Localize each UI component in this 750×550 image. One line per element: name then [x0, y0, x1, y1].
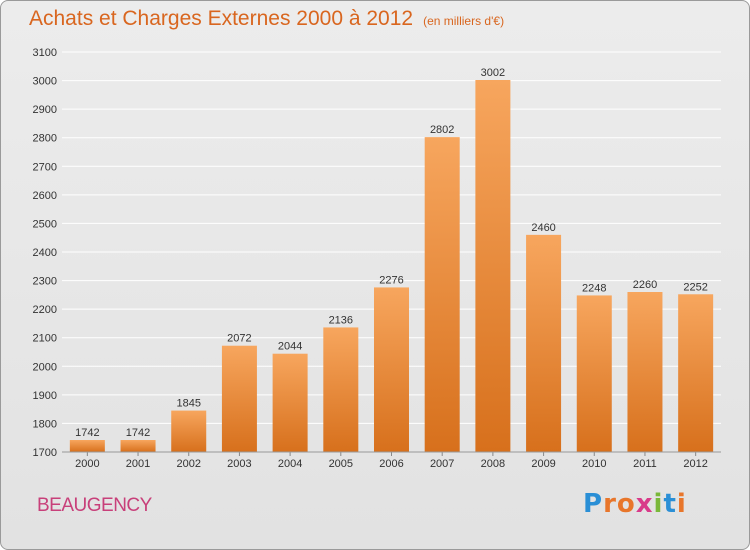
y-tick-label: 2400	[33, 247, 57, 259]
logo-letter: t	[663, 489, 677, 519]
x-tick-label: 2010	[582, 458, 606, 470]
chart-title-block: Achats et Charges Externes 2000 à 2012 (e…	[29, 7, 504, 31]
y-tick-label: 3100	[33, 47, 57, 59]
data-label: 2802	[430, 124, 454, 136]
bar-2005	[323, 327, 359, 452]
y-tick-label: 1900	[33, 390, 57, 402]
bar-2003	[221, 345, 257, 452]
logo-letter: r	[603, 489, 617, 519]
y-axis-ticks: 1700 1800 1900 2000 2100 2200 2300 2400 2500 2600…	[33, 47, 57, 459]
data-label: 2136	[329, 314, 353, 326]
logo-letter: i	[676, 489, 687, 519]
chart-title: Achats et Charges Externes 2000 à 2012	[29, 7, 414, 30]
bars	[69, 80, 714, 452]
x-tick-label: 2000	[75, 458, 99, 470]
y-tick-label: 2700	[33, 161, 57, 173]
x-axis-ticks: 2000 2001 2002 2003 2004 2005 2006 2007 2008 2009…	[75, 452, 708, 470]
bar-2002	[171, 410, 207, 452]
data-label: 2248	[582, 282, 606, 294]
y-tick-label: 2500	[33, 218, 57, 230]
y-tick-label: 2100	[33, 333, 57, 345]
x-tick-label: 2011	[633, 458, 657, 470]
data-labels: 1742 1742 1845 2072 2044 2136 2276 2802 3002 2460…	[75, 67, 708, 439]
bar-2006	[374, 287, 409, 452]
y-tick-label: 2000	[33, 361, 57, 373]
x-tick-label: 2006	[379, 458, 403, 470]
bar-2000	[69, 440, 105, 452]
chart-subtitle: (en milliers d'€)	[423, 14, 505, 28]
data-label: 2260	[633, 279, 657, 291]
logo-letter: x	[635, 489, 654, 519]
x-tick-label: 2012	[683, 458, 707, 470]
data-label: 2252	[683, 281, 707, 293]
bar-2008	[475, 80, 511, 452]
data-label: 2460	[531, 222, 555, 234]
x-tick-label: 2005	[329, 458, 353, 470]
bar-2011	[627, 292, 663, 452]
logo-letter: i	[653, 489, 664, 519]
y-tick-label: 2900	[33, 104, 57, 116]
y-tick-label: 3000	[33, 76, 57, 88]
y-tick-label: 2600	[33, 190, 57, 202]
y-tick-label: 2200	[33, 304, 57, 316]
x-tick-label: 2008	[481, 458, 505, 470]
x-tick-label: 2002	[176, 458, 200, 470]
data-label: 3002	[481, 67, 505, 79]
y-tick-label: 2300	[33, 276, 57, 288]
data-label: 2276	[379, 274, 403, 286]
bar-2001	[120, 440, 156, 452]
bar-2010	[576, 295, 612, 452]
y-tick-label: 1800	[33, 418, 57, 430]
x-tick-label: 2007	[430, 458, 454, 470]
x-tick-label: 2003	[227, 458, 251, 470]
data-label: 1845	[176, 398, 200, 410]
proxiti-logo: Proxiti	[583, 489, 687, 519]
data-label: 1742	[75, 427, 99, 439]
bar-2012	[678, 294, 714, 452]
bar-2009	[526, 234, 562, 452]
x-tick-label: 2001	[126, 458, 150, 470]
logo-letter: o	[616, 489, 636, 519]
bar-2004	[272, 353, 308, 452]
x-tick-label: 2004	[278, 458, 302, 470]
y-tick-label: 2800	[33, 133, 57, 145]
data-label: 1742	[126, 427, 150, 439]
data-label: 2044	[278, 341, 302, 353]
bar-2007	[424, 137, 460, 452]
y-tick-label: 1700	[33, 447, 57, 459]
logo-letter: P	[583, 489, 604, 519]
city-name: BEAUGENCY	[37, 495, 152, 516]
x-tick-label: 2009	[531, 458, 555, 470]
data-label: 2072	[227, 333, 251, 345]
